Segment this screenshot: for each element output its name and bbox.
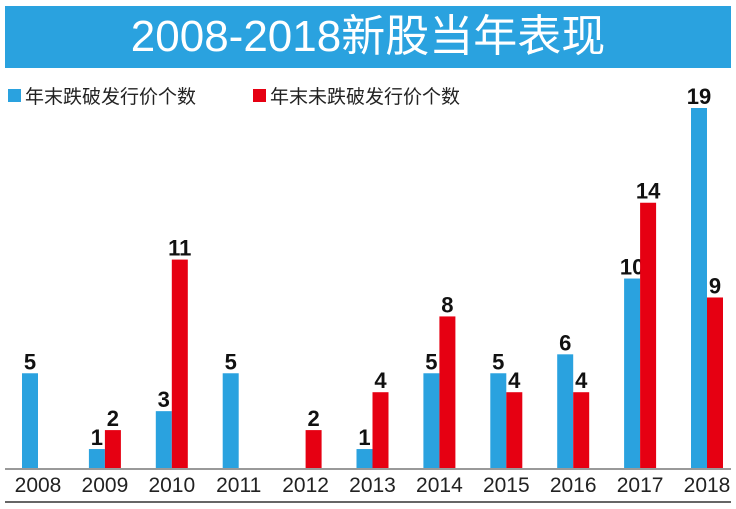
data-label: 9 [709,273,721,298]
bar-blue [356,449,373,468]
data-label: 4 [575,368,588,393]
legend-swatch-blue [8,89,21,102]
bar-red [439,316,456,468]
bar-red [372,392,389,468]
bar-red [506,392,523,468]
data-label: 1 [358,425,370,450]
data-label: 4 [508,368,521,393]
bar-blue [423,373,440,468]
legend-item-below-issue: 年末跌破发行价个数 [8,82,196,109]
x-tick-label: 2014 [416,474,463,497]
x-tick-label: 2008 [15,474,62,497]
data-label: 11 [168,236,191,261]
x-tick-label: 2010 [148,474,195,497]
data-label: 5 [425,349,437,374]
bar-blue [22,373,38,468]
x-tick-label: 2011 [216,474,261,497]
legend-label: 年末未跌破发行价个数 [270,87,461,108]
bar-blue [155,411,172,468]
bar-blue [88,449,105,468]
bar-red [707,297,723,468]
legend-item-not-below-issue: 年末未跌破发行价个数 [253,82,460,109]
chart-title: 2008-2018新股当年表现 [5,6,731,68]
x-tick-label: 2016 [550,474,597,497]
bar-red [573,392,590,468]
data-label: 5 [225,349,237,374]
data-label: 8 [441,292,453,317]
data-label: 2 [307,406,319,431]
x-tick-label: 2013 [349,474,396,497]
bar-red [640,202,657,468]
data-label: 6 [559,330,571,355]
data-label: 14 [636,179,661,204]
x-tick-label: 2015 [483,474,530,497]
legend-label: 年末跌破发行价个数 [25,87,197,108]
x-tick-label: 2018 [684,474,731,497]
bar-blue [691,108,707,468]
legend-swatch-red [253,89,266,102]
data-label: 19 [687,84,711,109]
bar-red [171,259,188,468]
x-tick-label: 2012 [282,474,329,497]
bar-red [104,430,121,468]
data-label: 5 [24,349,36,374]
data-label: 5 [492,349,504,374]
data-label: 3 [158,387,170,412]
x-tick-label: 2009 [82,474,129,497]
data-label: 1 [91,425,103,450]
bar-blue [624,278,641,468]
bar-blue [557,354,574,468]
data-label: 2 [107,406,119,431]
data-label: 4 [374,368,387,393]
bar-red [305,430,322,468]
bar-blue [490,373,507,468]
bar-blue [222,373,239,468]
x-tick-label: 2017 [617,474,664,497]
